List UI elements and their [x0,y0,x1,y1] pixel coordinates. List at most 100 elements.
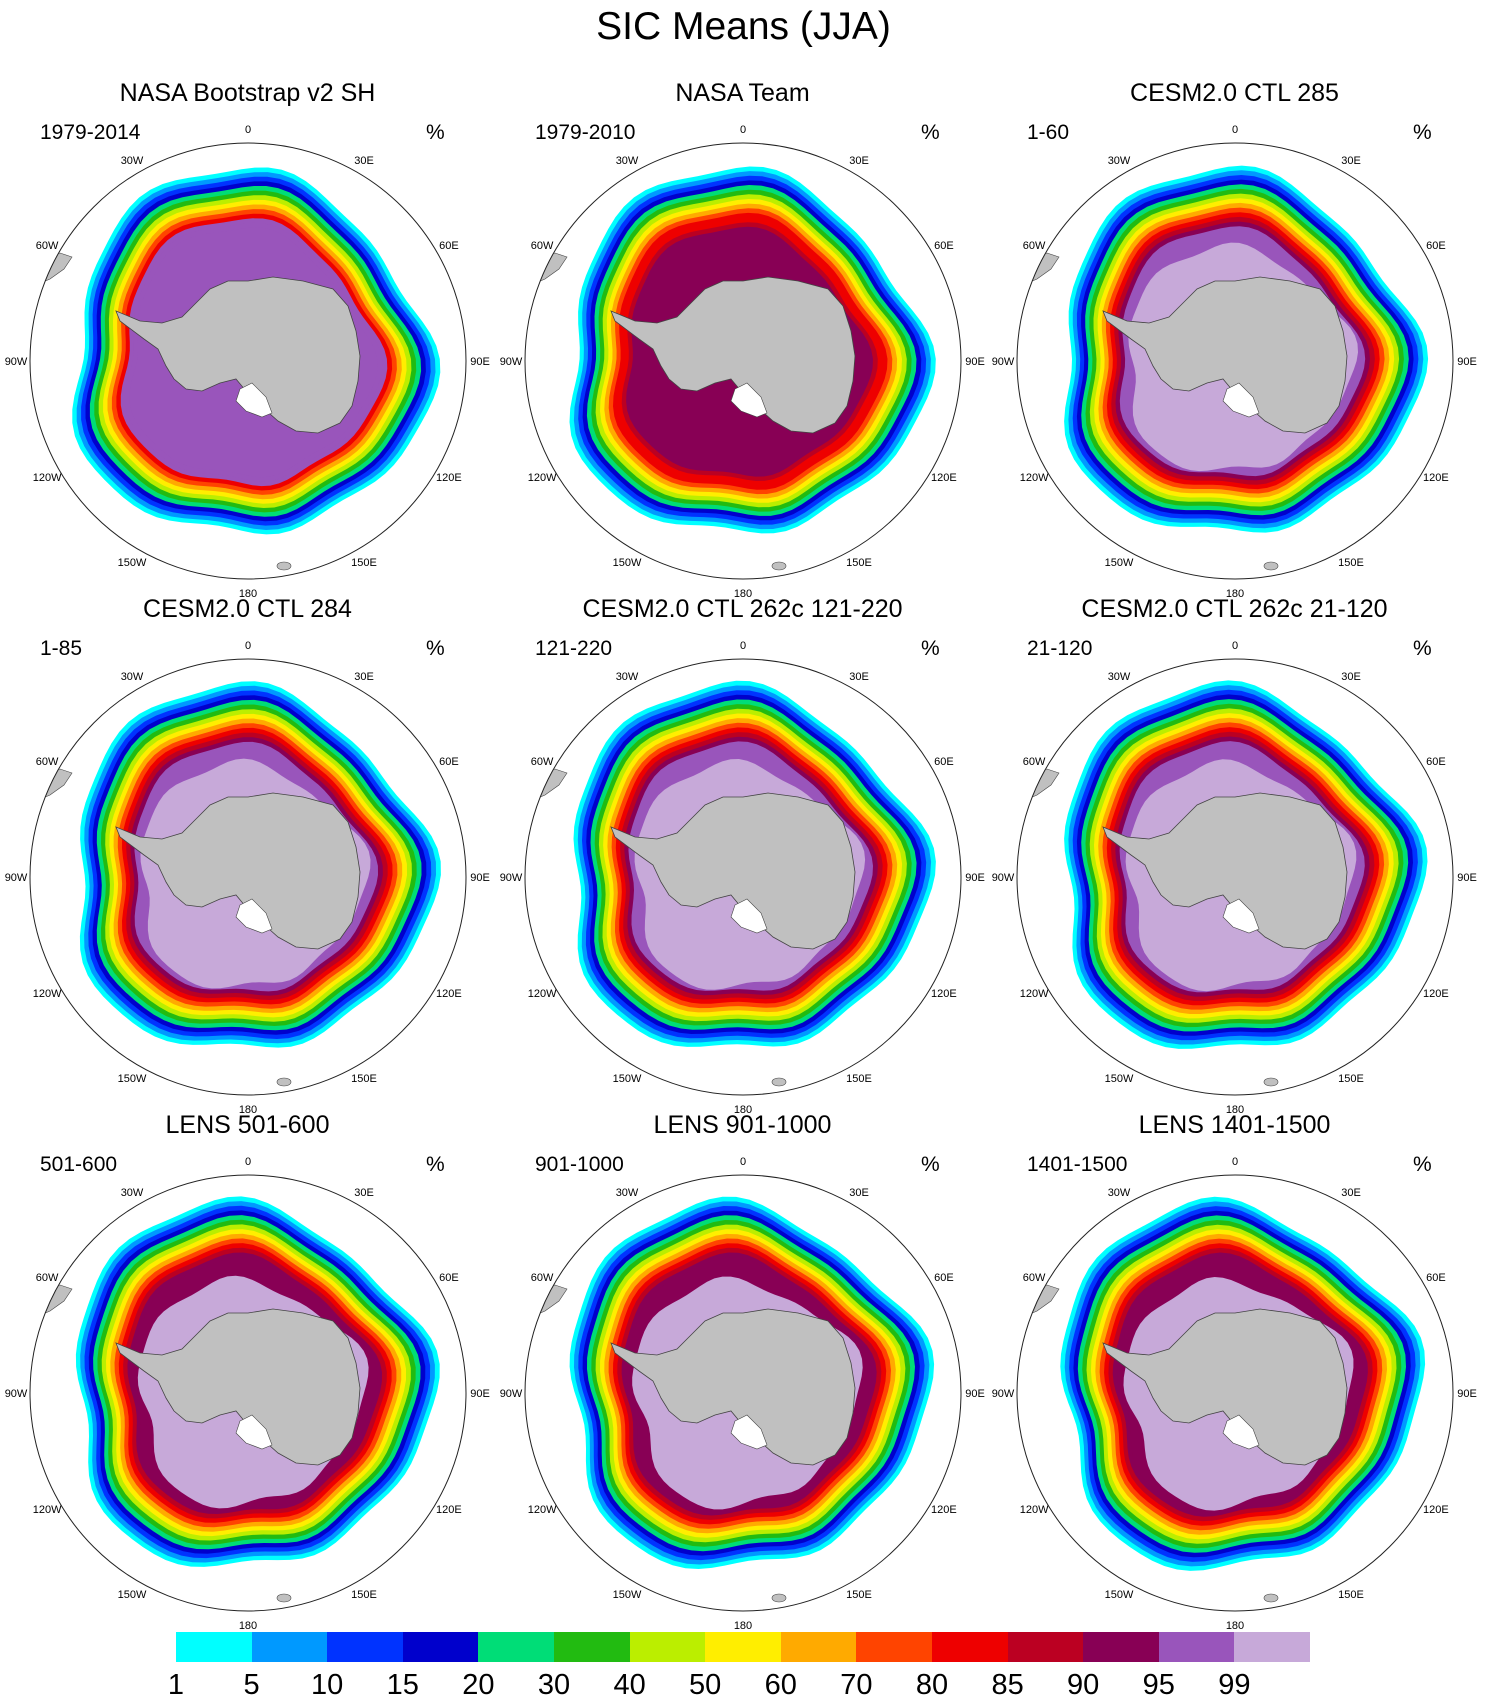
polar-stereographic-map: 0 30E 60E 90E 120E 150E 180 150W 120W 90W 60W 30W [500,1156,985,1632]
colorbar-swatch [705,1632,782,1662]
longitude-label: 60E [439,240,459,252]
longitude-label: 120E [931,1504,957,1516]
longitude-label: 60W [36,240,59,252]
ross-ice-shelf [730,1414,768,1450]
longitude-label: 150E [351,1589,377,1601]
panel-title: NASA Bootstrap v2 SH [119,79,376,107]
south-america-landmass [1017,768,1060,802]
longitude-label: 90W [500,356,523,368]
longitude-label: 60E [1426,1272,1446,1284]
longitude-label: 30W [1108,671,1131,683]
antarctica-landmass [610,792,856,950]
colorbar-tick-label: 40 [613,1669,646,1701]
map-boundary [1016,1174,1454,1612]
longitude-label: 60W [531,756,554,768]
longitude-label: 120W [528,472,557,484]
longitude-label: 0 [740,640,746,652]
longitude-label: 90W [992,1388,1015,1400]
longitude-label: 150W [613,1073,642,1085]
longitude-label: 150E [351,1073,377,1085]
longitude-label: 90E [1457,356,1477,368]
sea-ice-field [1017,165,1429,571]
longitude-label: 150E [1338,1073,1364,1085]
longitude-label: 150E [1338,1589,1364,1601]
colorbar-tick-label: 15 [386,1669,419,1701]
panel-units-label: % [426,121,445,144]
panel-period-label: 1979-2014 [40,121,141,144]
longitude-label: 180 [239,588,257,600]
panel-period-label: 1-85 [40,637,83,660]
colorbar-swatch [780,1632,857,1662]
colorbar-tick-label: 5 [243,1669,260,1701]
colorbar-tick-label: 10 [311,1669,344,1701]
longitude-label: 120W [33,1504,62,1516]
map-boundary [524,1174,962,1612]
map-boundary [1016,142,1454,580]
longitude-label: 30W [616,671,639,683]
ross-ice-shelf [235,898,273,934]
longitude-label: 30E [1341,155,1361,167]
longitude-label: 150W [118,557,147,569]
panel-units-label: % [426,637,445,660]
new-zealand-landmass [1263,561,1279,571]
polar-stereographic-map: 0 30E 60E 90E 120E 150E 180 150W 120W 90W 60W 30W [992,124,1477,600]
longitude-label: 120E [1423,988,1449,1000]
sea-ice-field [1017,1196,1426,1603]
colorbar-tick-label: 95 [1142,1669,1175,1701]
longitude-label: 120W [1020,1504,1049,1516]
ross-ice-shelf [1222,1414,1260,1450]
longitude-label: 90W [5,1388,28,1400]
ross-ice-shelf [730,898,768,934]
colorbar-tick-label: 90 [1067,1669,1100,1701]
colorbar-tick-label: 70 [840,1669,873,1701]
map-panel: CESM2.0 CTL 262c 21-120 21-120% 0 30E 60E 90E… [987,594,1482,1116]
longitude-label: 150W [613,557,642,569]
polar-stereographic-map: 0 30E 60E 90E 120E 150E 180 150W 120W 90W 60W 30W [5,124,490,600]
longitude-label: 120E [436,472,462,484]
colorbar-swatch [629,1632,706,1662]
polar-stereographic-map: 0 30E 60E 90E 120E 150E 180 150W 120W 90W 60W 30W [5,1156,490,1632]
longitude-label: 90W [500,872,523,884]
panel-period-label: 901-1000 [535,1153,624,1176]
longitude-label: 90W [5,872,28,884]
longitude-label: 180 [1226,1104,1244,1116]
longitude-label: 120W [1020,472,1049,484]
longitude-label: 150E [1338,557,1364,569]
longitude-label: 90E [470,872,490,884]
longitude-label: 180 [734,588,752,600]
panel-units-label: % [426,1153,445,1176]
longitude-label: 60E [934,240,954,252]
new-zealand-landmass [276,1077,292,1087]
longitude-label: 150W [118,1073,147,1085]
antarctica-landmass [115,792,361,950]
longitude-label: 30E [354,1187,374,1199]
longitude-label: 120E [931,472,957,484]
ross-ice-shelf [1222,382,1260,418]
colorbar-tick-label: 99 [1218,1669,1251,1701]
longitude-label: 60W [531,240,554,252]
panel-units-label: % [921,637,940,660]
longitude-label: 120W [528,1504,557,1516]
map-panel: CESM2.0 CTL 284 1-85% 0 30E 60E 90E 120E 150E 18… [0,594,495,1116]
panel-units-label: % [1413,1153,1432,1176]
panel-units-label: % [1413,121,1432,144]
panel-title: LENS 501-600 [165,1111,330,1139]
longitude-label: 0 [245,640,251,652]
antarctica-landmass [1102,1308,1348,1466]
new-zealand-landmass [276,561,292,571]
sea-ice-field [1017,680,1428,1087]
polar-stereographic-map: 0 30E 60E 90E 120E 150E 180 150W 120W 90W 60W 30W [992,1156,1477,1632]
colorbar [176,1632,1311,1662]
map-panel: CESM2.0 CTL 262c 121-220 121-220% 0 30E 60E 9… [495,594,990,1116]
longitude-label: 150W [1105,1073,1134,1085]
sea-ice-field [30,681,441,1087]
longitude-label: 0 [1232,640,1238,652]
new-zealand-landmass [1263,1077,1279,1087]
colorbar-tick-label: 50 [689,1669,722,1701]
colorbar-swatch [1234,1632,1311,1662]
longitude-label: 180 [734,1620,752,1632]
panel-title: CESM2.0 CTL 285 [1130,79,1339,107]
longitude-label: 120W [1020,988,1049,1000]
panel-period-label: 1401-1500 [1027,1153,1128,1176]
longitude-label: 30W [616,1187,639,1199]
